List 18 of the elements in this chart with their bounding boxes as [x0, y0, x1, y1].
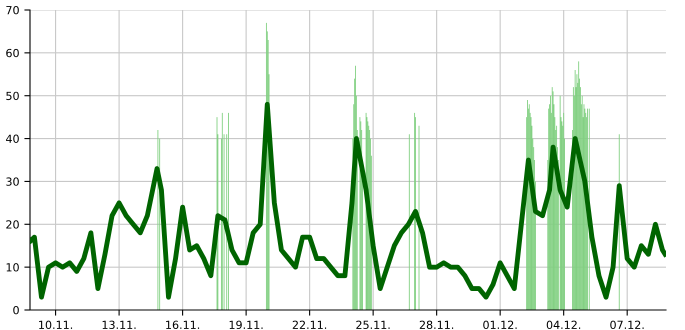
y-tick-label: 10 — [6, 263, 19, 272]
x-tick-label: 10.11. — [39, 320, 72, 330]
y-tick-label: 50 — [6, 92, 19, 100]
x-tick-label: 19.11. — [230, 320, 263, 330]
y-tick-label: 30 — [6, 177, 19, 186]
y-tick-label: 20 — [6, 220, 19, 229]
x-tick-label: 25.11. — [356, 320, 390, 330]
y-tick-label: 70 — [6, 6, 19, 14]
y-tick-label: 0 — [13, 306, 19, 314]
x-tick-label: 16.11. — [166, 320, 200, 330]
x-tick-label: 01.12. — [483, 320, 517, 330]
x-tick-label: 28.11. — [420, 320, 454, 330]
x-tick-label: 13.11. — [102, 320, 136, 330]
y-tick-label: 40 — [6, 134, 19, 143]
x-tick-label: 07.12. — [610, 320, 644, 330]
x-tick-label: 22.11. — [292, 320, 326, 329]
y-tick-label: 60 — [6, 48, 19, 58]
x-tick-label: 04.12. — [546, 320, 580, 330]
